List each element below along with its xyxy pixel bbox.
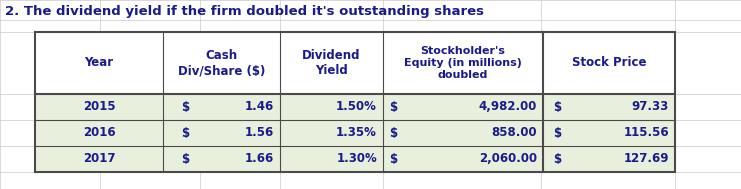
Text: 4,982.00: 4,982.00 — [479, 101, 537, 114]
Text: 1.30%: 1.30% — [336, 153, 377, 166]
Text: Year: Year — [84, 57, 113, 70]
Text: 1.35%: 1.35% — [336, 126, 377, 139]
Text: $: $ — [181, 101, 189, 114]
Text: 1.66: 1.66 — [245, 153, 274, 166]
Text: Stock Price: Stock Price — [572, 57, 646, 70]
Bar — [35, 146, 675, 172]
Text: Cash
Div/Share ($): Cash Div/Share ($) — [178, 49, 265, 77]
Bar — [35, 94, 675, 120]
Text: 2016: 2016 — [83, 126, 116, 139]
Text: $: $ — [553, 126, 561, 139]
Text: 2. The dividend yield if the firm doubled it's outstanding shares: 2. The dividend yield if the firm double… — [5, 5, 484, 18]
Text: 858.00: 858.00 — [491, 126, 537, 139]
Text: 2,060.00: 2,060.00 — [479, 153, 537, 166]
Text: $: $ — [389, 101, 397, 114]
Text: $: $ — [389, 153, 397, 166]
Text: $: $ — [553, 153, 561, 166]
Text: 97.33: 97.33 — [632, 101, 669, 114]
Text: 1.46: 1.46 — [245, 101, 274, 114]
Text: 115.56: 115.56 — [623, 126, 669, 139]
Text: $: $ — [181, 126, 189, 139]
Text: 127.69: 127.69 — [623, 153, 669, 166]
Text: 2017: 2017 — [83, 153, 116, 166]
Bar — [35, 120, 675, 146]
Text: 1.50%: 1.50% — [336, 101, 377, 114]
Bar — [35, 32, 675, 172]
Text: Stockholder's
Equity (in millions)
doubled: Stockholder's Equity (in millions) doubl… — [404, 46, 522, 80]
Bar — [35, 32, 675, 94]
Text: 1.56: 1.56 — [245, 126, 274, 139]
Text: $: $ — [389, 126, 397, 139]
Text: 2015: 2015 — [83, 101, 116, 114]
Text: Dividend
Yield: Dividend Yield — [302, 49, 361, 77]
Text: $: $ — [181, 153, 189, 166]
Text: $: $ — [553, 101, 561, 114]
